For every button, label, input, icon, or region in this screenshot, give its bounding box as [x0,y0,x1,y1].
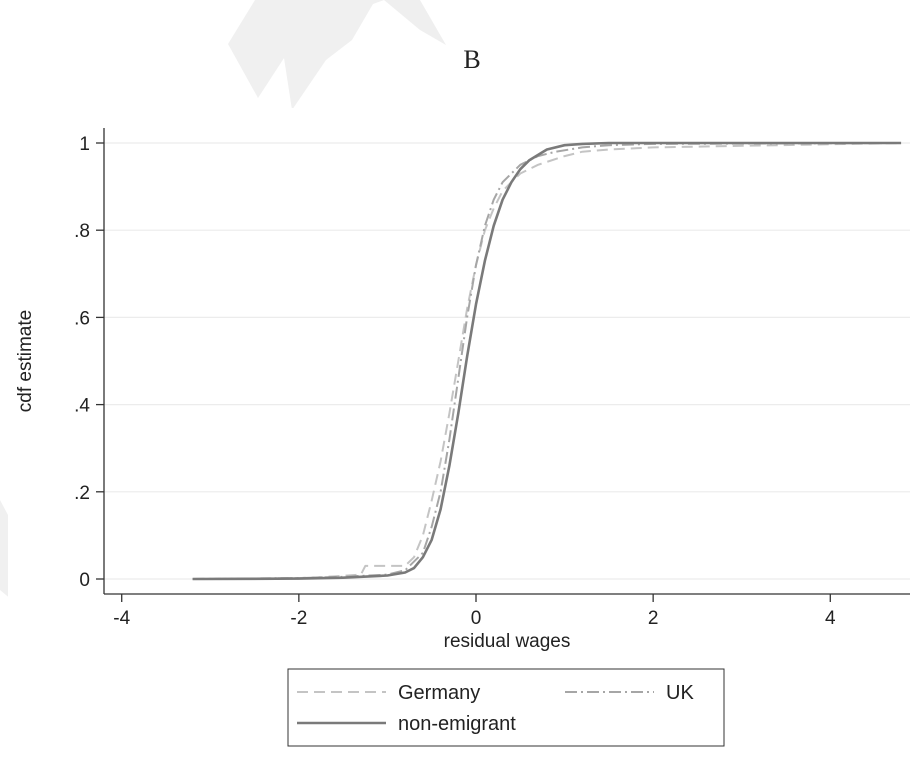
legend-label-germany: Germany [398,682,480,704]
y-tick-label: .8 [74,221,90,242]
legend-box [287,668,725,747]
series-line-non-emigrant [192,141,902,581]
watermark-stroke-2 [384,0,446,45]
watermark-stroke-1 [228,0,384,110]
ticks: 0 .2 .4 .6 .8 1 -4 -2 0 2 4 [74,134,836,629]
chart-frame [8,108,918,753]
x-tick-label: -4 [113,608,130,629]
series-line-germany [192,142,902,580]
x-axis-title: residual wages [444,631,571,652]
series-group [192,141,902,581]
legend: Germany UK non-emigrant [287,668,725,747]
axes [103,128,910,595]
y-tick-label: .6 [74,308,90,329]
y-tick-label: 1 [79,134,90,155]
series-line-uk [192,142,902,580]
x-tick-label: 2 [648,608,659,629]
y-tick-label: .4 [74,396,90,417]
chart-background [8,108,918,753]
plot-area: 0 .2 .4 .6 .8 1 -4 -2 0 2 4 [74,128,910,629]
x-tick-label: 0 [471,608,482,629]
panel-label: B [463,45,480,74]
legend-label-uk: UK [666,682,694,704]
y-tick-label: .2 [74,483,90,504]
x-tick-label: 4 [825,608,836,629]
y-axis-title: cdf estimate [15,310,36,412]
legend-label-non-emigrant: non-emigrant [398,713,516,735]
x-tick-label: -2 [290,608,307,629]
y-tick-label: 0 [79,570,90,591]
